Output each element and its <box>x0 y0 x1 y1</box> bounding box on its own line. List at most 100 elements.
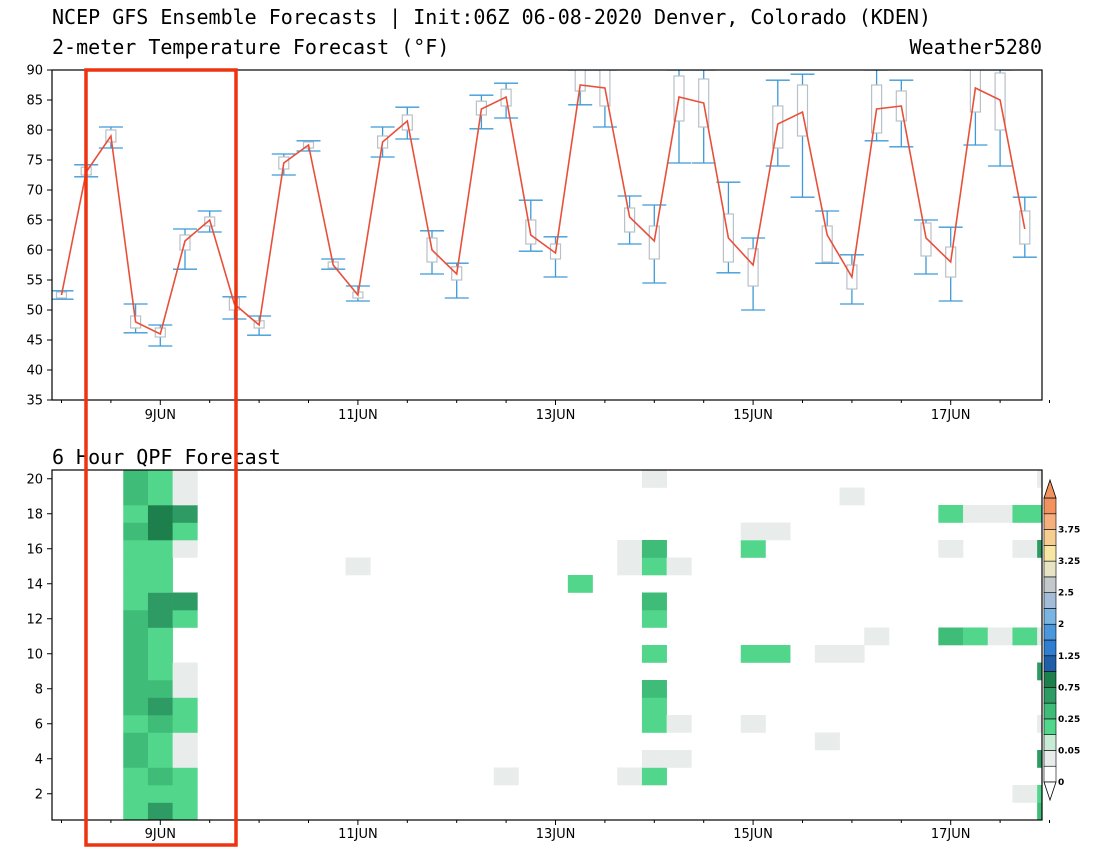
qpf-cell <box>147 802 173 820</box>
colorbar-segment <box>1043 671 1057 688</box>
temp-box-28 <box>741 237 766 311</box>
qpf-cell <box>147 505 173 523</box>
qpf-cell <box>666 557 692 576</box>
colorbar-segment <box>1043 608 1057 625</box>
qpf-cell <box>147 487 173 506</box>
temp-iqr-box <box>920 222 932 257</box>
qpf-cell <box>123 487 149 506</box>
qpf-cell <box>740 522 766 541</box>
qpf-cell <box>172 662 198 681</box>
temp-ytick-label: 50 <box>26 304 43 319</box>
qpf-colorbar: 0 0.05 0.25 0.75 1.25 2 2.5 3.25 3.75 <box>1043 478 1080 802</box>
qpf-cell <box>814 645 840 663</box>
qpf-cell <box>123 592 149 611</box>
qpf-cell <box>1037 715 1042 733</box>
qpf-cell <box>1037 505 1042 523</box>
brand-label: Weather5280 <box>909 35 1042 59</box>
qpf-cell <box>123 750 149 768</box>
temp-box-4 <box>148 324 173 347</box>
qpf-cell <box>123 767 149 786</box>
qpf-cell <box>147 592 173 611</box>
qpf-cell <box>617 540 643 558</box>
temp-ytick-label: 60 <box>26 244 43 259</box>
qpf-cell <box>617 767 643 786</box>
qpf-panel-title: 6 Hour QPF Forecast <box>52 445 281 469</box>
qpf-ytick-label: 10 <box>26 647 43 662</box>
temp-xtick-label: 13JUN <box>536 408 576 423</box>
colorbar-segment <box>1043 592 1057 609</box>
qpf-cell <box>987 505 1013 523</box>
colorbar-segment <box>1043 529 1057 546</box>
qpf-cell <box>147 470 173 488</box>
qpf-cell <box>147 645 173 663</box>
qpf-cell <box>172 522 198 541</box>
qpf-cell <box>641 680 667 698</box>
colorbar-segment <box>1043 655 1057 672</box>
temp-box-33 <box>864 70 889 142</box>
temp-box-15 <box>420 230 444 275</box>
qpf-cell <box>345 557 371 576</box>
qpf-xtick-label: 17JUN <box>931 827 971 842</box>
qpf-cell <box>493 767 519 786</box>
qpf-cell <box>123 680 149 698</box>
qpf-cell <box>172 715 198 733</box>
qpf-cell <box>1037 540 1042 558</box>
qpf-cell <box>864 627 890 646</box>
qpf-cell <box>1037 627 1042 646</box>
qpf-cell <box>938 627 964 646</box>
qpf-plot-frame <box>51 469 1043 821</box>
temp-box-22 <box>592 70 617 128</box>
temp-median-line <box>60 84 1026 336</box>
qpf-cell <box>641 610 667 628</box>
qpf-cell <box>641 470 667 488</box>
qpf-cell <box>172 767 198 786</box>
temp-iqr-box <box>574 70 586 92</box>
qpf-panel: 2 4 6 8 10 12 14 16 18 20 9JUN 11JUN 13JUN 15JUN 17JUN <box>26 469 1050 842</box>
qpf-ytick-label: 4 <box>35 752 43 767</box>
colorbar-label: 3.75 <box>1058 526 1080 536</box>
qpf-cell <box>1012 627 1038 646</box>
qpf-cell <box>1037 785 1042 803</box>
qpf-cell <box>963 627 989 646</box>
colorbar-segment <box>1043 734 1057 751</box>
colorbar-segment <box>1043 576 1057 593</box>
qpf-cell <box>147 627 173 646</box>
temp-xtick-label: 15JUN <box>733 408 773 423</box>
qpf-cell <box>172 487 198 506</box>
colorbar-segment <box>1043 765 1057 783</box>
qpf-cell <box>147 715 173 733</box>
temp-iqr-box <box>796 84 809 137</box>
temp-box-17 <box>469 94 494 130</box>
qpf-cell <box>641 767 667 786</box>
chart-subtitle: 2-meter Temperature Forecast (°F) <box>52 35 450 59</box>
temp-ytick-label: 45 <box>26 334 43 349</box>
qpf-cell <box>147 557 173 576</box>
qpf-cell <box>123 662 149 681</box>
qpf-cell <box>147 662 173 681</box>
temp-ytick-label: 85 <box>26 94 43 109</box>
colorbar-label: 2 <box>1058 620 1064 630</box>
colorbar-label: 0.05 <box>1058 746 1080 756</box>
colorbar-label: 0.75 <box>1058 683 1080 693</box>
qpf-cell <box>1012 785 1038 803</box>
colorbar-segment <box>1043 623 1057 641</box>
qpf-cell <box>172 750 198 768</box>
qpf-cell <box>666 715 692 733</box>
colorbar-arrow-top <box>1043 478 1057 499</box>
qpf-ytick-label: 18 <box>26 507 43 522</box>
qpf-cell <box>666 750 692 768</box>
qpf-cell <box>123 610 149 628</box>
qpf-cell <box>765 522 791 541</box>
qpf-ytick-label: 8 <box>35 682 43 697</box>
colorbar-segment <box>1043 702 1057 720</box>
qpf-cell <box>123 697 149 716</box>
qpf-cell <box>1037 802 1042 820</box>
qpf-cell <box>938 540 964 558</box>
colorbar-segment <box>1043 513 1057 530</box>
qpf-cell <box>123 575 149 593</box>
qpf-ytick-label: 2 <box>35 787 43 802</box>
colorbar-segment <box>1043 497 1057 515</box>
qpf-cell <box>172 470 198 488</box>
qpf-cell <box>123 540 149 558</box>
qpf-cell <box>123 505 149 523</box>
